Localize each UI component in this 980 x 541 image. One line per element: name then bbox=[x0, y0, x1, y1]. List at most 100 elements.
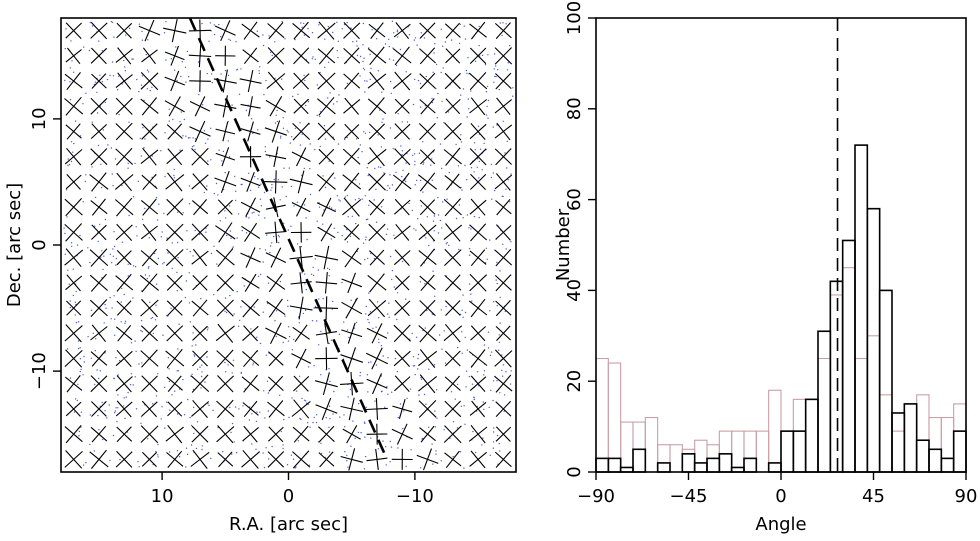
cross-marker bbox=[165, 348, 185, 369]
background-point bbox=[80, 368, 82, 371]
cross-marker bbox=[366, 448, 388, 470]
background-point bbox=[156, 219, 159, 221]
background-point bbox=[370, 361, 372, 363]
background-point bbox=[307, 101, 310, 103]
background-point bbox=[476, 166, 478, 168]
background-point bbox=[417, 357, 419, 360]
background-point bbox=[324, 66, 326, 69]
cross-marker bbox=[165, 248, 184, 267]
cross-marker bbox=[66, 300, 82, 316]
histogram-bar bbox=[693, 462, 708, 473]
cross-marker bbox=[268, 350, 284, 367]
background-point bbox=[502, 364, 505, 366]
background-point bbox=[173, 168, 175, 171]
background-point bbox=[356, 40, 358, 42]
cross-marker bbox=[90, 97, 108, 115]
background-point bbox=[322, 298, 324, 300]
background-point bbox=[324, 186, 327, 189]
background-point bbox=[146, 69, 149, 71]
background-point bbox=[460, 405, 462, 407]
background-point bbox=[127, 167, 129, 169]
background-point bbox=[503, 410, 505, 412]
background-point bbox=[140, 416, 143, 418]
background-point bbox=[380, 146, 383, 148]
background-point bbox=[315, 421, 318, 424]
cross-marker bbox=[64, 425, 83, 444]
cross-marker bbox=[264, 170, 288, 194]
background-point bbox=[77, 347, 80, 350]
cross-marker bbox=[140, 147, 159, 166]
background-point bbox=[363, 421, 366, 423]
background-point bbox=[97, 240, 99, 243]
cross-marker bbox=[469, 223, 488, 242]
cross-marker bbox=[494, 248, 513, 267]
background-point bbox=[396, 370, 399, 373]
background-point bbox=[206, 329, 209, 331]
cross-marker bbox=[315, 347, 338, 370]
background-point bbox=[401, 121, 403, 123]
background-point bbox=[361, 151, 363, 153]
background-point bbox=[109, 296, 111, 299]
background-point bbox=[505, 23, 507, 25]
background-point bbox=[283, 418, 285, 421]
background-point bbox=[251, 212, 253, 214]
background-point bbox=[87, 247, 89, 249]
cross-marker bbox=[216, 425, 235, 444]
background-point bbox=[426, 309, 428, 312]
x-tick-label: 0 bbox=[283, 486, 294, 507]
histogram-bar bbox=[792, 398, 807, 473]
background-point bbox=[339, 416, 341, 418]
background-point bbox=[319, 115, 321, 118]
background-point bbox=[392, 47, 394, 49]
histogram-bar bbox=[804, 398, 819, 473]
background-point bbox=[127, 263, 129, 265]
background-point bbox=[171, 267, 173, 269]
background-point bbox=[170, 58, 172, 60]
cross-marker bbox=[343, 22, 361, 40]
background-point bbox=[131, 58, 133, 60]
cross-marker bbox=[65, 47, 82, 65]
background-point bbox=[299, 122, 301, 124]
background-point bbox=[315, 414, 318, 416]
cross-marker bbox=[444, 173, 462, 191]
background-point bbox=[498, 349, 500, 351]
background-point bbox=[130, 342, 133, 344]
background-point bbox=[140, 422, 142, 424]
cross-marker bbox=[141, 451, 158, 467]
background-point bbox=[405, 465, 407, 468]
background-point bbox=[248, 217, 250, 219]
background-point bbox=[370, 437, 372, 439]
background-point bbox=[462, 217, 464, 219]
cross-marker bbox=[191, 173, 209, 191]
background-point bbox=[428, 368, 430, 370]
background-point bbox=[185, 280, 188, 282]
background-point bbox=[182, 135, 184, 137]
histogram-bar bbox=[767, 462, 782, 473]
background-point bbox=[200, 297, 202, 300]
cross-marker bbox=[340, 448, 363, 471]
background-point bbox=[74, 314, 77, 316]
background-point bbox=[397, 113, 399, 115]
cross-marker bbox=[217, 451, 234, 468]
background-point bbox=[408, 202, 410, 205]
background-point bbox=[299, 417, 301, 420]
cross-marker bbox=[443, 223, 463, 242]
cross-marker bbox=[291, 197, 311, 217]
background-point bbox=[468, 283, 471, 285]
background-point bbox=[504, 310, 506, 313]
background-point bbox=[153, 252, 156, 255]
background-point bbox=[190, 444, 193, 446]
background-point bbox=[319, 145, 321, 148]
background-point bbox=[191, 373, 193, 375]
background-point bbox=[259, 66, 261, 68]
background-point bbox=[132, 58, 134, 60]
background-point bbox=[288, 167, 290, 169]
cross-marker bbox=[316, 197, 336, 217]
background-point bbox=[188, 203, 191, 205]
background-point bbox=[274, 320, 276, 322]
background-point bbox=[389, 187, 391, 189]
background-point bbox=[114, 158, 117, 160]
background-point bbox=[391, 391, 393, 393]
background-point bbox=[389, 174, 391, 176]
cross-marker bbox=[90, 148, 108, 166]
